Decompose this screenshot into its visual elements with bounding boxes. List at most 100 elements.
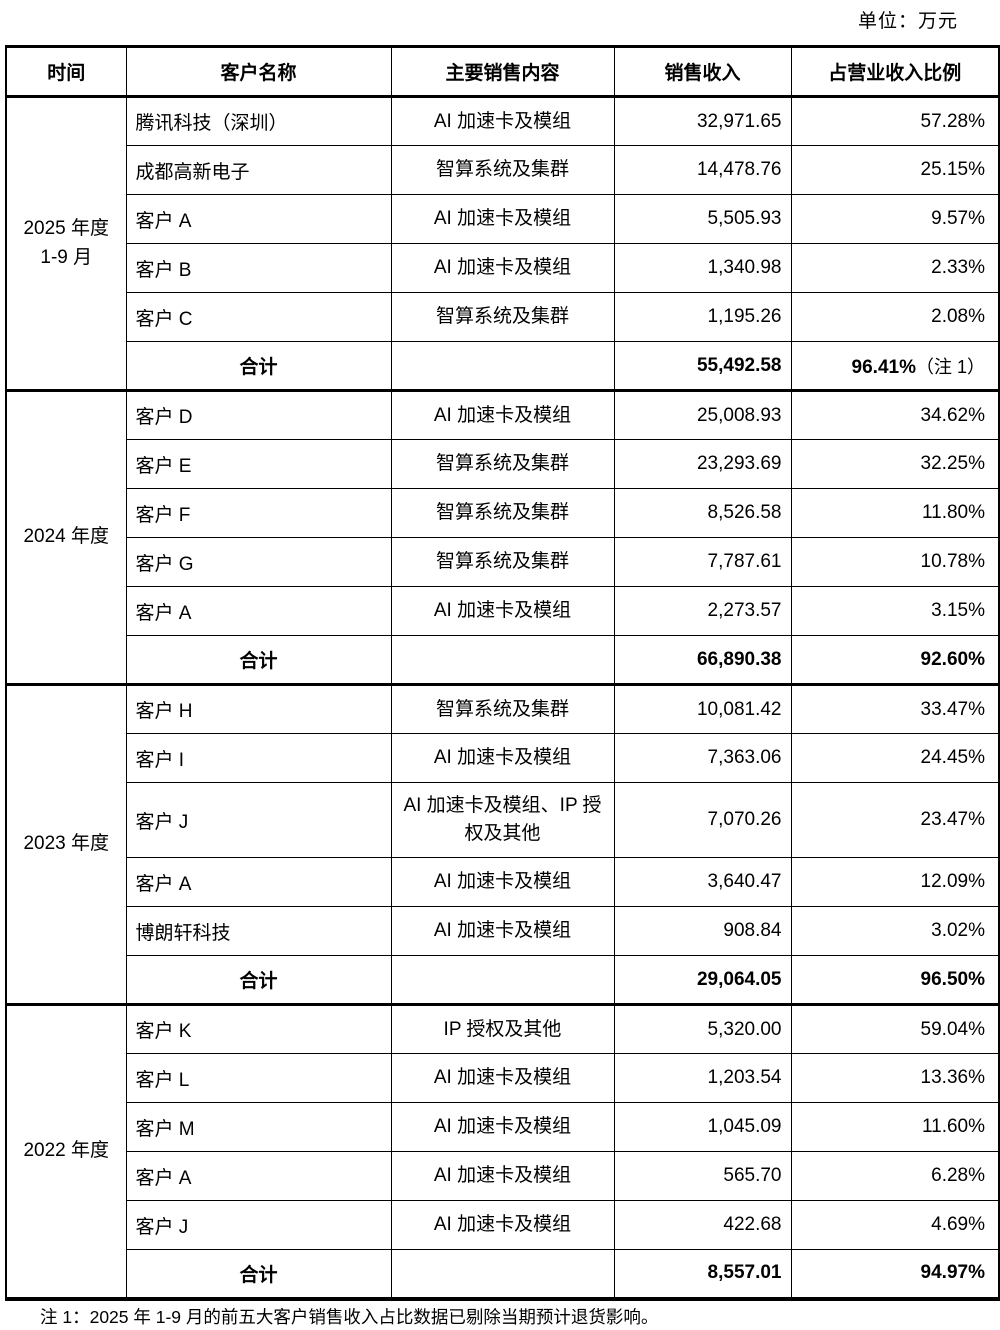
table-row: 客户 A AI 加速卡及模组 3,640.47 12.09%: [6, 857, 1000, 907]
table-row: 客户 M AI 加速卡及模组 1,045.09 11.60%: [6, 1102, 1000, 1152]
period-cell-2024: 2024 年度: [5, 389, 127, 685]
header-revenue-ratio: 占营业收入比例: [790, 46, 1000, 97]
customer-cell: 客户 D: [125, 389, 392, 440]
table-row: 客户 B AI 加速卡及模组 1,340.98 2.33%: [6, 243, 1000, 293]
revenue-cell: 908.84: [613, 906, 792, 956]
content-cell: AI 加速卡及模组: [390, 1151, 615, 1201]
total-row: 合计 66,890.38 92.60%: [6, 635, 1000, 685]
table-row: 客户 A AI 加速卡及模组 565.70 6.28%: [6, 1151, 1000, 1201]
revenue-cell: 23,293.69: [613, 439, 792, 489]
customer-cell: 客户 I: [125, 733, 392, 783]
period-cell-2023: 2023 年度: [5, 683, 127, 1005]
revenue-cell: 10,081.42: [613, 683, 792, 734]
period-cell-2025: 2025 年度 1-9 月: [5, 95, 127, 391]
total-label: 合计: [125, 635, 392, 685]
content-cell: AI 加速卡及模组、IP 授权及其他: [390, 782, 615, 858]
ratio-cell: 11.80%: [790, 488, 1000, 538]
table-row: 客户 G 智算系统及集群 7,787.61 10.78%: [6, 537, 1000, 587]
customer-cell: 成都高新电子: [125, 145, 392, 195]
period-line1: 2024 年度: [23, 526, 110, 548]
revenue-cell: 5,320.00: [613, 1003, 792, 1054]
header-time: 时间: [5, 46, 127, 97]
customer-cell: 客户 G: [125, 537, 392, 587]
ratio-cell: 3.15%: [790, 586, 1000, 636]
content-cell: 智算系统及集群: [390, 683, 615, 734]
section-2023: 2023 年度 客户 H 智算系统及集群 10,081.42 33.47% 客户…: [5, 683, 1000, 1005]
ratio-cell: 34.62%: [790, 389, 1000, 440]
table-row: 客户 F 智算系统及集群 8,526.58 11.80%: [6, 488, 1000, 538]
footnote: 注 1：2025 年 1-9 月的前五大客户销售收入占比数据已剔除当期预计退货影…: [40, 1307, 659, 1327]
customer-cell: 客户 K: [125, 1003, 392, 1054]
revenue-cell: 2,273.57: [613, 586, 792, 636]
content-cell: 智算系统及集群: [390, 439, 615, 489]
section-2024: 2024 年度 客户 D AI 加速卡及模组 25,008.93 34.62% …: [5, 389, 1000, 685]
customer-cell: 客户 A: [125, 857, 392, 907]
content-cell: AI 加速卡及模组: [390, 1102, 615, 1152]
customer-cell: 客户 A: [125, 586, 392, 636]
ratio-cell: 11.60%: [790, 1102, 1000, 1152]
total-label: 合计: [125, 341, 392, 391]
header-sales-revenue: 销售收入: [613, 46, 792, 97]
ratio-cell: 59.04%: [790, 1003, 1000, 1054]
revenue-cell: 14,478.76: [613, 145, 792, 195]
content-cell: AI 加速卡及模组: [390, 906, 615, 956]
total-row: 合计 29,064.05 96.50%: [6, 955, 1000, 1005]
content-cell: 智算系统及集群: [390, 488, 615, 538]
table-row: 博朗轩科技 AI 加速卡及模组 908.84 3.02%: [6, 906, 1000, 956]
ratio-cell: 6.28%: [790, 1151, 1000, 1201]
ratio-cell: 33.47%: [790, 683, 1000, 734]
content-cell: 智算系统及集群: [390, 292, 615, 342]
table-row: 成都高新电子 智算系统及集群 14,478.76 25.15%: [6, 145, 1000, 195]
table-row: 2022 年度 客户 K IP 授权及其他 5,320.00 59.04%: [5, 1003, 1000, 1299]
period-cell-2022: 2022 年度: [5, 1003, 127, 1299]
table-row: 2024 年度 客户 D AI 加速卡及模组 25,008.93 34.62%: [5, 389, 1000, 685]
revenue-cell: 1,203.54: [613, 1053, 792, 1103]
ratio-cell: 25.15%: [790, 145, 1000, 195]
table-row: 客户 C 智算系统及集群 1,195.26 2.08%: [6, 292, 1000, 342]
total-revenue: 8,557.01: [613, 1249, 792, 1299]
customer-cell: 客户 F: [125, 488, 392, 538]
total-revenue: 55,492.58: [613, 341, 792, 391]
content-cell: IP 授权及其他: [390, 1003, 615, 1054]
total-ratio: 96.41%（注 1）: [790, 341, 1000, 391]
revenue-cell: 25,008.93: [613, 389, 792, 440]
revenue-cell: 32,971.65: [613, 95, 792, 146]
section-2025: 2025 年度 1-9 月 腾讯科技（深圳） AI 加速卡及模组 32,971.…: [5, 95, 1000, 391]
total-ratio: 94.97%: [790, 1249, 1000, 1299]
ratio-cell: 32.25%: [790, 439, 1000, 489]
period-line1: 2023 年度: [23, 833, 110, 855]
unit-label: 单位：万元: [857, 11, 958, 32]
header-row: 时间 客户名称 主要销售内容 销售收入 占营业收入比例: [5, 46, 1000, 97]
table-row: 客户 A AI 加速卡及模组 5,505.93 9.57%: [6, 194, 1000, 244]
content-cell: AI 加速卡及模组: [390, 733, 615, 783]
total-row: 合计 8,557.01 94.97%: [6, 1249, 1000, 1299]
total-row: 合计 55,492.58 96.41%（注 1）: [6, 341, 1000, 391]
period-line1: 2025 年度: [23, 218, 110, 239]
content-cell: AI 加速卡及模组: [390, 1200, 615, 1250]
content-cell: AI 加速卡及模组: [390, 1053, 615, 1103]
table-row: 客户 J AI 加速卡及模组 422.68 4.69%: [6, 1200, 1000, 1250]
content-cell: AI 加速卡及模组: [390, 95, 615, 146]
total-label: 合计: [125, 1249, 392, 1299]
revenue-cell: 422.68: [613, 1200, 792, 1250]
total-ratio: 92.60%: [790, 635, 1000, 685]
section-2022: 2022 年度 客户 K IP 授权及其他 5,320.00 59.04% 客户…: [5, 1003, 1000, 1299]
content-cell: 智算系统及集群: [390, 145, 615, 195]
ratio-cell: 12.09%: [790, 857, 1000, 907]
customer-cell: 腾讯科技（深圳）: [125, 95, 392, 146]
ratio-cell: 3.02%: [790, 906, 1000, 956]
ratio-cell: 4.69%: [790, 1200, 1000, 1250]
content-cell: AI 加速卡及模组: [390, 586, 615, 636]
revenue-cell: 5,505.93: [613, 194, 792, 244]
content-cell: AI 加速卡及模组: [390, 243, 615, 293]
table-row: 客户 E 智算系统及集群 23,293.69 32.25%: [6, 439, 1000, 489]
content-cell: AI 加速卡及模组: [390, 857, 615, 907]
table-row: 客户 L AI 加速卡及模组 1,203.54 13.36%: [6, 1053, 1000, 1103]
revenue-cell: 1,045.09: [613, 1102, 792, 1152]
customer-cell: 客户 A: [125, 194, 392, 244]
customer-cell: 客户 E: [125, 439, 392, 489]
content-cell-empty: [390, 635, 615, 685]
revenue-cell: 1,340.98: [613, 243, 792, 293]
total-revenue: 66,890.38: [613, 635, 792, 685]
customer-cell: 客户 J: [125, 782, 392, 858]
